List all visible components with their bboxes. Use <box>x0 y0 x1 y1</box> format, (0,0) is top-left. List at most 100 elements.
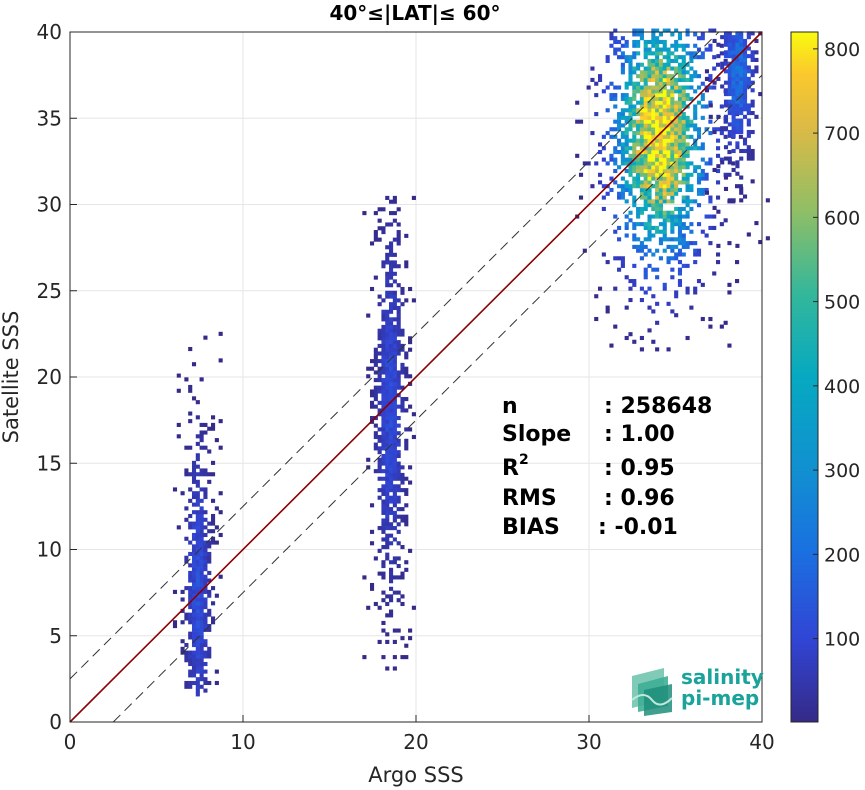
density-cell <box>188 411 193 416</box>
density-cell <box>210 422 216 427</box>
density-cell <box>214 593 219 598</box>
density-cell <box>662 225 667 230</box>
density-cell <box>195 502 200 507</box>
density-cell <box>670 142 675 147</box>
density-cell <box>389 446 394 451</box>
stat-r2-sup: 2 <box>519 452 529 468</box>
density-cell <box>704 69 710 74</box>
density-cell <box>681 146 686 151</box>
density-cell <box>685 244 690 249</box>
density-cell <box>210 601 216 606</box>
density-cell <box>639 184 644 189</box>
density-cell <box>184 684 189 689</box>
density-cell <box>392 639 397 644</box>
density-cell <box>396 381 401 386</box>
logo-line2: pi-mep <box>681 686 759 710</box>
plot-area <box>69 28 770 723</box>
density-cell <box>624 115 629 120</box>
density-cell <box>195 483 200 488</box>
density-cell <box>396 469 401 474</box>
density-cell <box>658 161 663 166</box>
density-cell <box>708 43 713 48</box>
density-cell <box>381 412 386 417</box>
density-cell <box>385 412 390 417</box>
density-cell <box>643 206 648 212</box>
stat-rms-value: : 0.96 <box>604 486 675 511</box>
density-cell <box>590 77 595 82</box>
density-cell <box>677 66 683 71</box>
density-cell <box>647 96 652 101</box>
density-cell <box>203 532 208 538</box>
density-cell <box>719 131 724 136</box>
density-cell <box>195 582 200 587</box>
density-cell <box>381 457 386 462</box>
density-cell <box>392 400 397 405</box>
density-cell <box>700 51 705 56</box>
offset-dashed-line <box>69 31 720 680</box>
density-cell <box>700 32 705 37</box>
density-cell <box>704 172 709 177</box>
density-cell <box>735 50 740 55</box>
density-cell <box>727 31 732 36</box>
density-cell <box>670 248 675 253</box>
density-cell <box>754 221 759 226</box>
density-cell <box>700 142 705 147</box>
density-cell <box>677 165 683 170</box>
density-cell <box>636 39 641 45</box>
density-cell <box>719 104 724 109</box>
density-cell <box>628 96 633 101</box>
density-cell <box>731 126 736 131</box>
density-cell <box>392 423 397 428</box>
density-cell <box>408 340 413 345</box>
density-cell <box>651 39 656 45</box>
density-cell <box>381 545 386 550</box>
density-cell <box>392 442 397 447</box>
density-cell <box>647 233 652 238</box>
density-cell <box>666 199 671 204</box>
density-cell <box>199 661 204 667</box>
density-cell <box>389 510 394 515</box>
density-cell <box>628 123 633 128</box>
density-cell <box>643 85 648 90</box>
density-cell <box>651 108 656 113</box>
density-cell <box>389 431 394 436</box>
density-cell <box>369 404 375 409</box>
density-cell <box>639 104 644 109</box>
density-cell <box>195 548 200 553</box>
density-cell <box>636 149 641 155</box>
density-cell <box>685 127 690 132</box>
density-cell <box>716 76 721 81</box>
offset-dashed-line <box>112 74 763 723</box>
density-cell <box>716 54 721 59</box>
density-cell <box>392 476 397 481</box>
density-cell <box>218 532 223 538</box>
density-cell <box>685 142 690 147</box>
density-cell <box>207 589 212 594</box>
density-cell <box>396 529 401 534</box>
density-cell <box>392 347 397 352</box>
density-cell <box>613 47 618 52</box>
density-cell <box>392 199 397 204</box>
density-cell <box>677 260 683 265</box>
density-cell <box>632 165 637 170</box>
density-cell <box>651 142 656 147</box>
density-cell <box>199 525 204 530</box>
density-cell <box>392 302 397 307</box>
density-cell <box>628 62 633 67</box>
density-cell <box>392 195 397 200</box>
density-cell <box>658 104 663 109</box>
density-cell <box>651 62 656 67</box>
density-cell <box>624 58 629 64</box>
density-cell <box>210 513 216 519</box>
colorbar-tick-label: 800 <box>824 39 860 61</box>
density-cell <box>643 100 648 105</box>
density-cell <box>377 526 382 531</box>
density-cell <box>681 119 686 124</box>
density-cell <box>385 309 390 314</box>
density-cell <box>731 76 736 81</box>
density-cell <box>662 218 667 223</box>
density-cell <box>191 476 197 481</box>
density-cell <box>389 499 394 504</box>
density-cell <box>674 108 679 113</box>
density-cell <box>218 358 223 363</box>
